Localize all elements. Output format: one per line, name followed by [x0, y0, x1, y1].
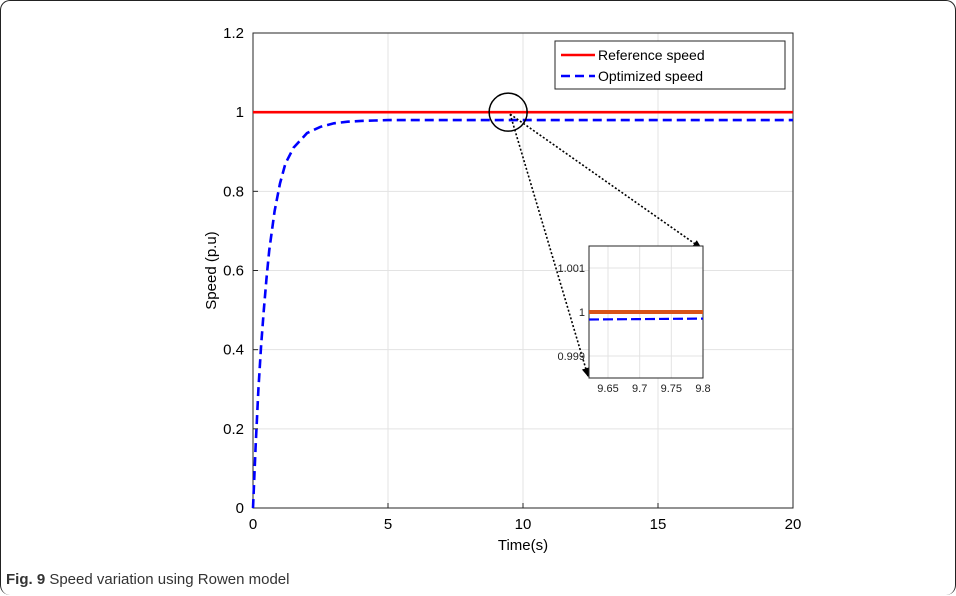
y-tick-label: 0.6	[223, 263, 244, 280]
y-tick-label: 1	[236, 104, 244, 121]
x-tick-label: 15	[650, 516, 667, 533]
x-tick-label: 20	[785, 516, 802, 533]
inset-series-line-optimized	[588, 317, 704, 321]
zoom-arrow-left	[509, 113, 590, 377]
y-tick-label: 0.4	[223, 342, 244, 359]
y-axis-label: Speed (p.u)	[203, 231, 220, 309]
legend-label-reference: Reference speed	[598, 47, 705, 63]
inset-y-tick-label: 0.999	[557, 351, 585, 363]
y-tick-label: 0	[236, 500, 244, 517]
plot-border	[252, 32, 794, 509]
x-tick-label: 5	[384, 516, 392, 533]
zoom-annotation	[488, 92, 702, 377]
figure-caption: Fig. 9 Speed variation using Rowen model	[6, 571, 290, 588]
y-tick-label: 0.2	[223, 421, 244, 438]
zoom-circle	[488, 92, 528, 132]
x-axis-label: Time(s)	[498, 537, 548, 554]
inset-y-tick-label: 1.001	[557, 263, 585, 275]
legend-box	[554, 40, 786, 90]
series-line-optimized	[251, 118, 793, 509]
y-tick-label: 0.8	[223, 183, 244, 200]
legend: Reference speed Optimized speed	[554, 40, 786, 90]
inset-y-tick-label: 1	[579, 307, 585, 319]
inset-chart: 9.65 9.7 9.75 9.8 0.999 1 1.001	[557, 245, 711, 395]
x-tick-label: 0	[249, 516, 257, 533]
grid-lines	[252, 32, 794, 509]
inset-x-tick-label: 9.8	[695, 383, 710, 395]
series-group	[251, 110, 793, 509]
caption-text: Speed variation using Rowen model	[45, 571, 290, 588]
x-tick-label: 10	[515, 516, 532, 533]
inset-x-tick-label: 9.7	[632, 383, 647, 395]
zoom-arrow-right	[509, 113, 702, 249]
inset-x-tick-label: 9.65	[597, 383, 618, 395]
legend-label-optimized: Optimized speed	[598, 68, 703, 84]
caption-label: Fig. 9	[6, 571, 46, 588]
inset-x-tick-label: 9.75	[661, 383, 682, 395]
y-tick-label: 1.2	[223, 25, 244, 42]
speed-chart: 0 5 10 15 20 0 0.2 0.4 0.6 0.8 1 1.2 Time(s) Speed…	[203, 25, 802, 554]
x-tick-labels: 0 5 10 15 20	[249, 516, 802, 533]
y-tick-labels: 0 0.2 0.4 0.6 0.8 1 1.2	[223, 25, 244, 517]
